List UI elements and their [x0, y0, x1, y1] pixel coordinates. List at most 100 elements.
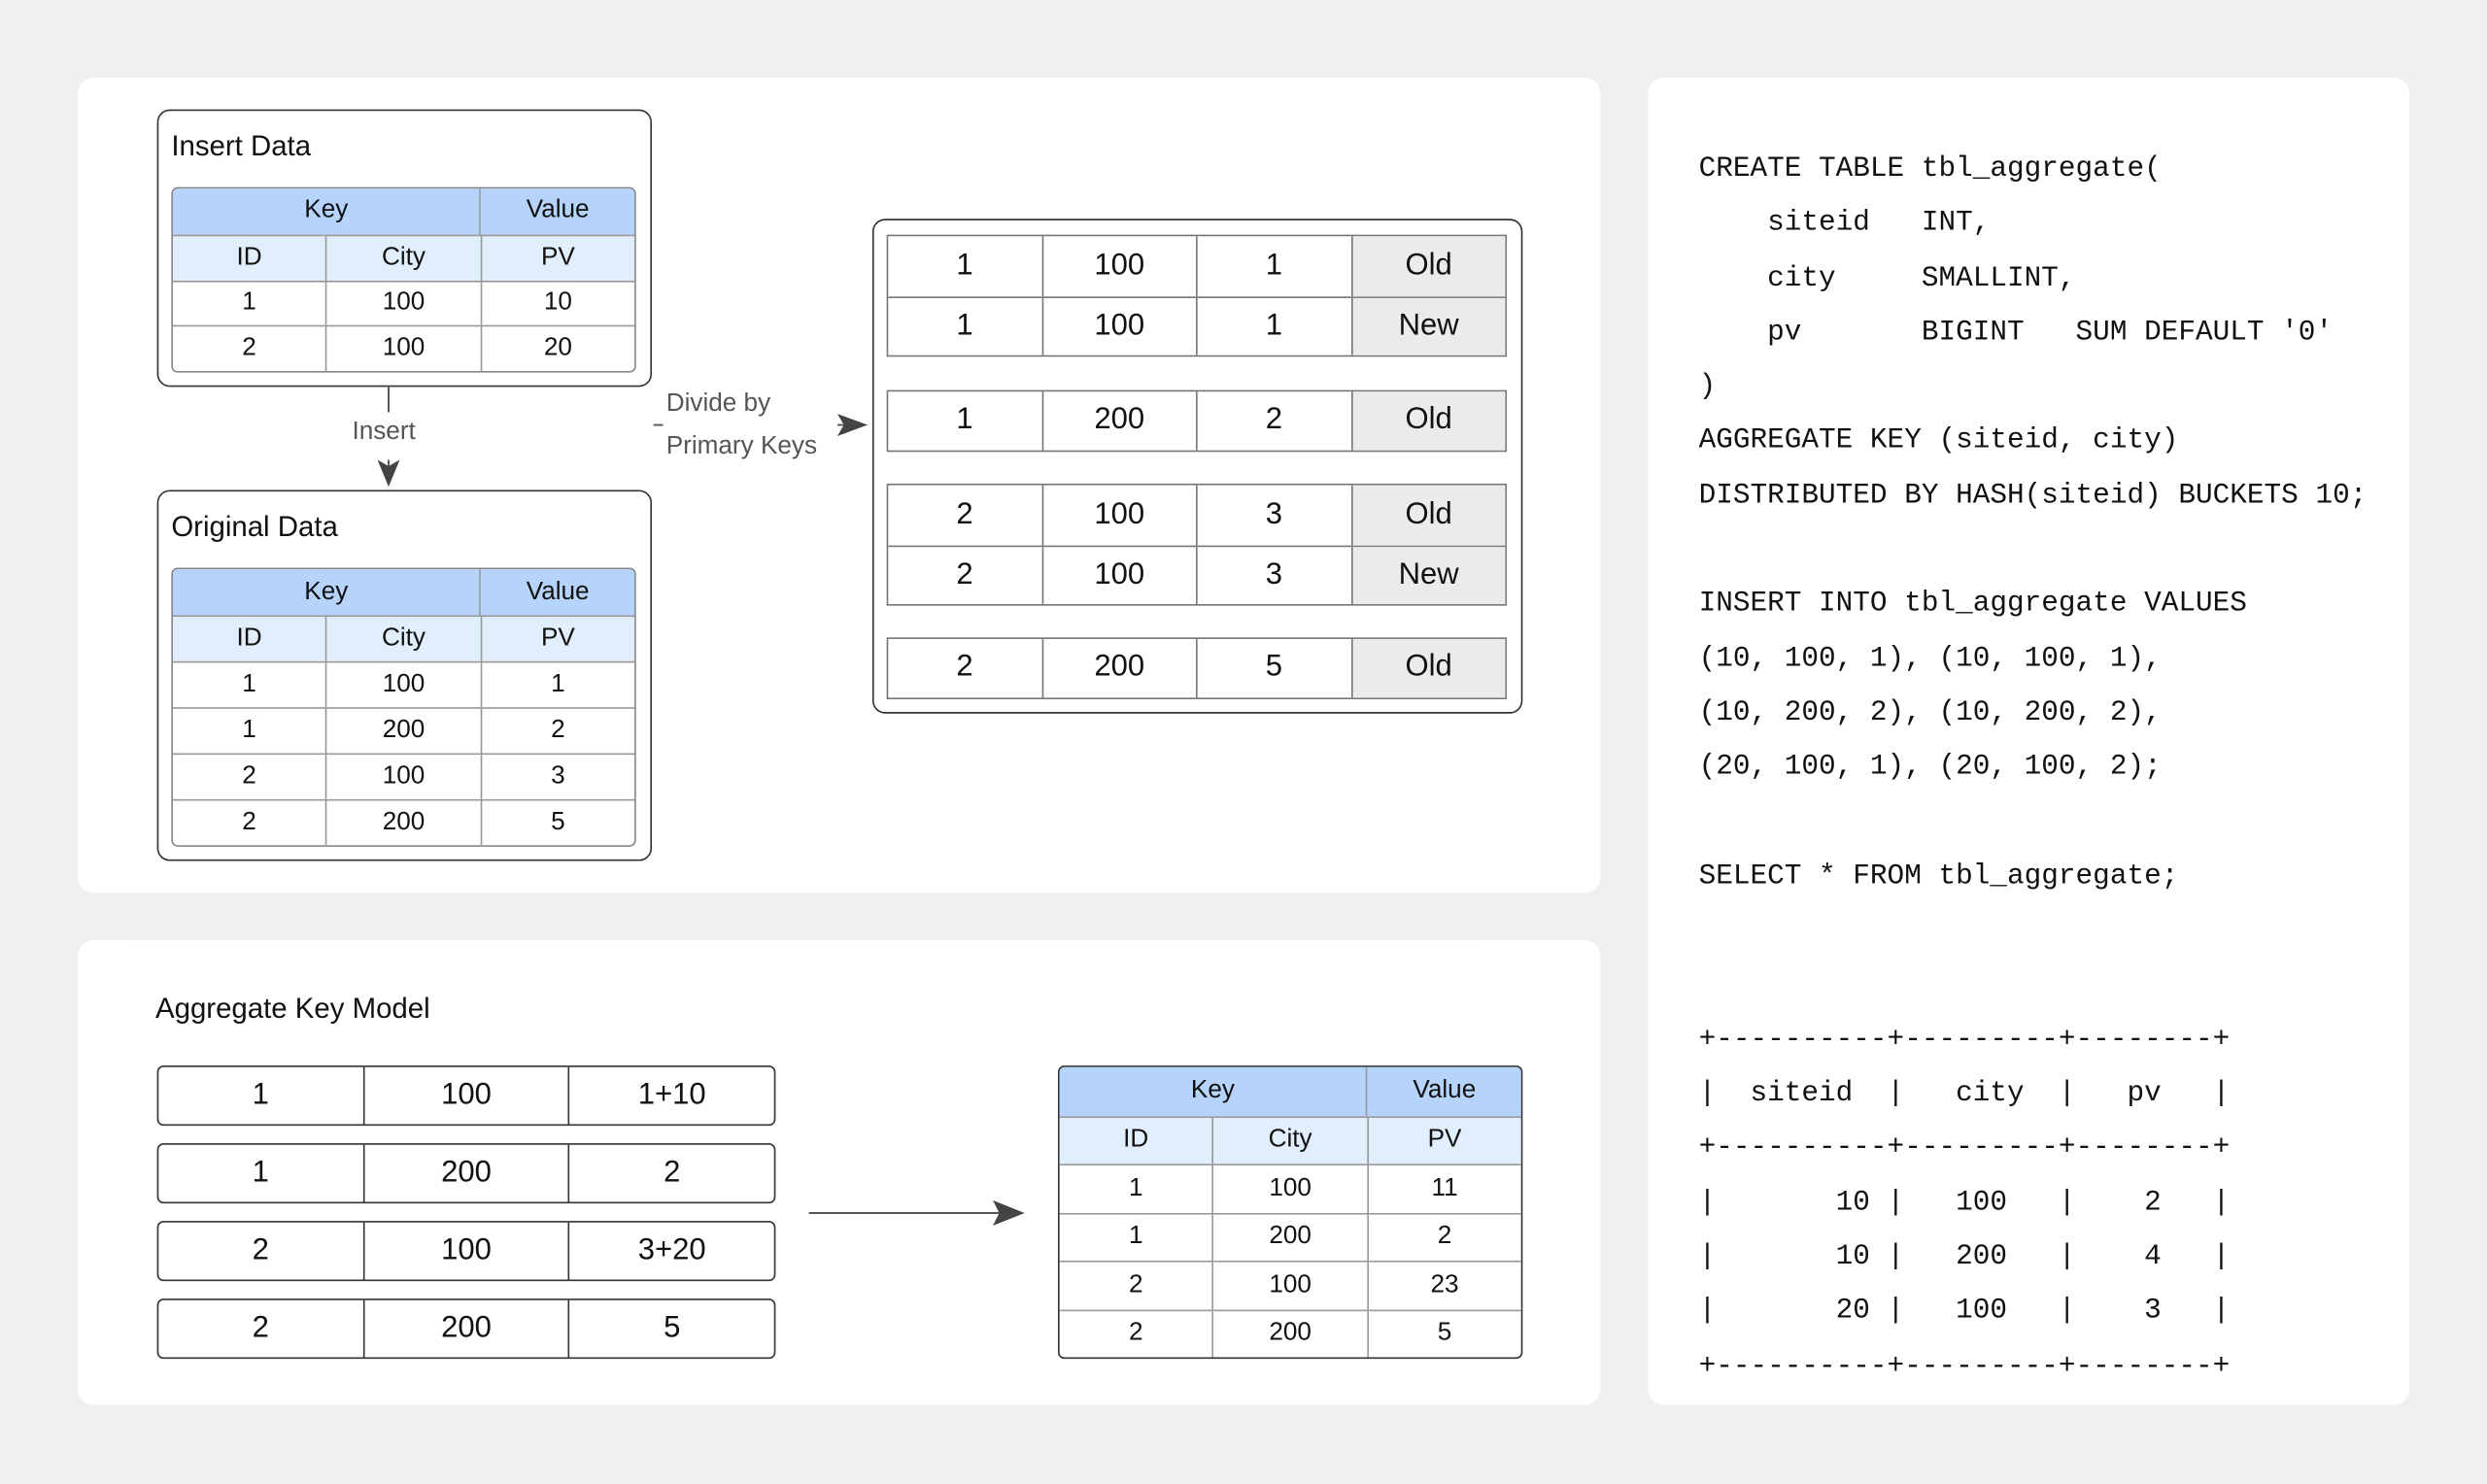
group-header-cell: Key: [304, 197, 349, 224]
table-cell: 1: [252, 1078, 269, 1112]
table-cell: 5: [568, 1299, 774, 1358]
table-cell: 2: [1128, 1319, 1143, 1347]
code-line: ): [1698, 371, 1717, 403]
insert-label: Insert: [352, 419, 416, 446]
table-row: 2 100 23: [1059, 1260, 1521, 1309]
table-cell: 23: [1366, 1262, 1521, 1309]
table-cell: 2: [242, 808, 256, 836]
group-header-row: Key Value: [1059, 1066, 1521, 1116]
table-cell: 20: [480, 326, 634, 372]
group-header-cell: Key: [304, 578, 349, 605]
table-cell: 100: [1040, 485, 1196, 545]
table-cell: 2: [956, 497, 973, 531]
table-cell: 200: [1211, 1310, 1367, 1358]
code-line: [1699, 523, 2368, 578]
table-cell: 2: [252, 1233, 269, 1267]
column-header-cell: PV: [480, 235, 634, 281]
column-header-cell: City: [1211, 1117, 1367, 1164]
row-status-tag: Old: [1350, 236, 1506, 296]
table-cell: 10: [480, 281, 634, 326]
aggregate-arrow: [808, 1199, 1025, 1227]
aggregate-row: 2 200 5: [156, 1298, 776, 1360]
table-row: 1 100 10: [172, 280, 635, 326]
group-header-row: Key Value: [172, 569, 635, 616]
table-cell: 200: [325, 800, 480, 846]
code-line: | 20 | 100 | 3 |: [1698, 1296, 2231, 1328]
table-cell: 2: [1366, 1213, 1521, 1261]
table-row: 2 200 5: [172, 798, 635, 846]
table-row: 2 100 3: [172, 753, 635, 799]
divided-group: 1 200 2 Old: [886, 389, 1508, 452]
code-line: (10, 200, 2), (10, 200, 2),: [1698, 697, 2162, 729]
column-header-cell: ID: [236, 243, 262, 271]
aggregate-row: 1 200 2: [156, 1143, 776, 1204]
code-line: [1699, 904, 2368, 959]
table-cell: 100: [325, 281, 480, 326]
group-header-cell: Value: [1366, 1066, 1520, 1116]
table-cell: 1: [242, 288, 256, 317]
divided-row: 2 200 5 Old: [888, 638, 1506, 697]
column-header-cell: City: [325, 617, 480, 661]
table-cell: 2: [242, 762, 256, 791]
table-cell: 200: [362, 1299, 568, 1358]
table-cell: 5: [1196, 638, 1350, 697]
column-header-row: ID City PV: [1059, 1115, 1521, 1164]
table-row: 1 100 11: [1059, 1164, 1521, 1213]
column-header-cell: ID: [236, 624, 262, 653]
divide-label-line2: Primary Keys: [665, 432, 818, 460]
table-cell: 11: [1366, 1164, 1521, 1213]
column-header-cell: PV: [480, 617, 634, 661]
code-line: | siteid | city | pv |: [1698, 1078, 2231, 1110]
code-line: DISTRIBUTED BY HASH(siteid) BUCKETS 10;: [1698, 480, 2368, 512]
group-header-row: Key Value: [172, 188, 635, 235]
table-cell: 2: [568, 1144, 774, 1202]
table-cell: 3: [1196, 485, 1350, 545]
table-cell: 100: [362, 1222, 568, 1280]
aggregate-model-title: Aggregate Key Model: [154, 993, 430, 1025]
table-cell: 1: [956, 403, 973, 437]
table-cell: 5: [1366, 1310, 1521, 1358]
row-status-tag: New: [1350, 297, 1506, 355]
table-cell: 100: [325, 326, 480, 372]
table-cell: 100: [1211, 1164, 1367, 1213]
aggregate-panel: [77, 940, 1601, 1405]
code-line: pv BIGINT SUM DEFAULT '0': [1698, 317, 2334, 350]
code-line: [1699, 795, 2368, 850]
divide-arrow: [653, 414, 869, 436]
table-cell: 100: [1211, 1262, 1367, 1309]
aggregate-row: 2 100 3+20: [156, 1221, 776, 1282]
code-line: siteid INT,: [1698, 208, 1991, 241]
group-header-cell: Key: [1190, 1076, 1235, 1104]
table-cell: 1: [956, 248, 973, 283]
table-cell: 1: [242, 670, 256, 698]
divided-group: 1 100 1 Old 1 100 1 New: [886, 234, 1508, 357]
table-row: 1 200 2: [1059, 1212, 1521, 1261]
code-line: (10, 100, 1), (10, 100, 1),: [1698, 643, 2162, 675]
table-row: 1 100 1: [172, 660, 635, 708]
original-data-title: Original Data: [171, 510, 338, 543]
code-panel: [1648, 77, 2409, 1405]
table-cell: 200: [325, 708, 480, 754]
row-status-tag: New: [1350, 546, 1506, 605]
divided-row: 1 100 1 New: [888, 295, 1506, 355]
code-line: INSERT INTO tbl_aggregate VALUES: [1698, 589, 2247, 621]
group-header-cell: Value: [479, 569, 634, 616]
table-cell: 3+20: [568, 1222, 774, 1280]
table-cell: 200: [362, 1144, 568, 1202]
column-header-cell: City: [325, 235, 480, 281]
code-line: +----------+---------+--------+: [1698, 1350, 2231, 1382]
code-line: SELECT * FROM tbl_aggregate;: [1698, 860, 2179, 893]
divided-group: 2 200 5 Old: [886, 637, 1508, 699]
aggregate-row: 1 100 1+10: [156, 1065, 776, 1127]
table-cell: 1: [1196, 236, 1350, 296]
code-line: CREATE TABLE tbl_aggregate(: [1698, 153, 2162, 186]
insert-arrow: [377, 387, 400, 488]
table-cell: 2: [242, 334, 256, 362]
table-cell: 1: [1128, 1223, 1143, 1250]
table-cell: 100: [1040, 236, 1196, 296]
divided-row: 1 200 2 Old: [888, 391, 1506, 450]
original-data-box: [156, 489, 653, 861]
table-cell: 2: [1128, 1270, 1143, 1298]
column-header-row: ID City PV: [172, 234, 635, 281]
